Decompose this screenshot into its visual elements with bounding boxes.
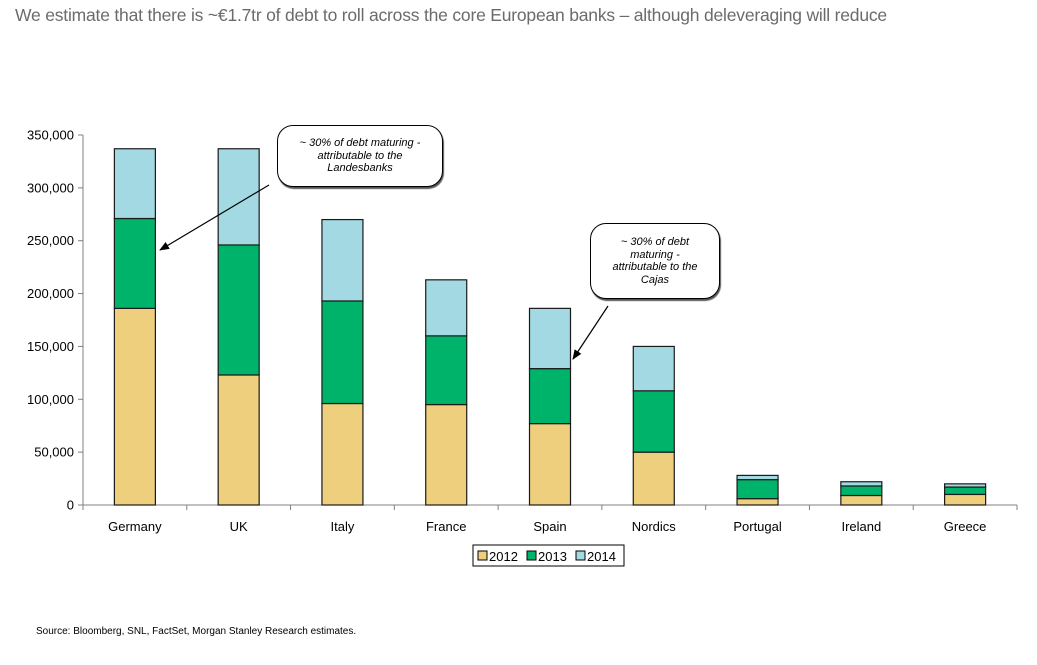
bar-stack-portugal <box>736 474 779 506</box>
bar-2013 <box>321 300 364 405</box>
bar-2013 <box>840 485 883 497</box>
annotation-line: attributable to the <box>612 261 698 273</box>
bar-stack-nordics <box>632 345 675 506</box>
annotation-line: Landesbanks <box>327 162 393 175</box>
x-tick-label: France <box>426 519 466 534</box>
arrow-cajas <box>572 305 609 360</box>
bar-2014 <box>944 483 987 488</box>
arrow-landesbanks <box>159 184 270 251</box>
bar-stack-germany <box>113 148 156 506</box>
bar-2013 <box>944 486 987 496</box>
x-tick-label: Germany <box>108 519 162 534</box>
annotation-cajas: ~ 30% of debt maturing - attributable to t… <box>590 223 720 299</box>
y-tick-label: 0 <box>67 498 74 513</box>
annotation-line: ~ 30% of debt maturing - <box>299 137 421 150</box>
bar-2014 <box>632 345 675 392</box>
bar-2012 <box>944 493 987 506</box>
bar-2014 <box>321 218 364 302</box>
bar-stack-france <box>425 279 468 506</box>
x-axis: Germany UK Italy France Spain Nordics Portugal… <box>82 504 1018 534</box>
y-tick-label: 150,000 <box>27 339 74 354</box>
legend-swatch-2012 <box>477 550 488 561</box>
bar-2012 <box>321 402 364 506</box>
bar-2014 <box>113 148 156 220</box>
x-tick-label: Nordics <box>632 519 677 534</box>
bar-stack-spain <box>528 307 572 506</box>
annotation-cajas-text: ~ 30% of debt maturing - attributable to t… <box>612 236 697 286</box>
bar-2012 <box>425 403 468 506</box>
annotation-line: maturing - <box>630 248 680 261</box>
y-tick-label: 250,000 <box>27 233 74 248</box>
bar-2014 <box>217 148 260 246</box>
annotation-arrows <box>159 184 609 360</box>
legend-swatch-2013 <box>526 550 537 561</box>
bar-2013 <box>113 217 156 309</box>
y-tick-label: 100,000 <box>27 392 74 407</box>
annotation-line: attributable to the <box>317 149 403 162</box>
bar-2012 <box>217 374 260 506</box>
x-tick-label: Ireland <box>841 519 881 534</box>
bar-2012 <box>632 451 675 506</box>
legend-label-2012: 2012 <box>489 549 518 564</box>
y-tick-label: 50,000 <box>34 445 74 460</box>
x-tick-label: Spain <box>533 519 566 534</box>
bar-2012 <box>840 494 883 506</box>
bar-stack-uk <box>217 148 260 506</box>
bar-2014 <box>736 474 779 481</box>
annotation-line: Cajas <box>640 273 670 286</box>
y-axis: 0 50,000 100,000 150,000 200,000 250,000 300,0… <box>27 128 84 513</box>
annotation-line: ~ 30% of debt <box>620 236 690 248</box>
bar-2013 <box>632 390 675 453</box>
y-tick-label: 200,000 <box>27 286 74 301</box>
bar-2013 <box>736 479 779 500</box>
page-title: We estimate that there is ~€1.7tr of deb… <box>15 5 887 25</box>
source-note: Source: Bloomberg, SNL, FactSet, Morgan … <box>36 626 357 637</box>
bar-2013 <box>425 335 468 406</box>
annotation-landesbanks-text: ~ 30% of debt maturing - attributable to … <box>300 137 421 175</box>
legend-label-2014: 2014 <box>587 549 616 564</box>
bar-2014 <box>840 481 883 487</box>
bar-stack-ireland <box>840 481 883 506</box>
x-tick-label: Italy <box>331 519 355 534</box>
bar-2012 <box>736 498 779 506</box>
bar-2014 <box>528 307 572 370</box>
legend-swatch-2014 <box>575 550 586 561</box>
x-tick-label: Greece <box>944 519 987 534</box>
annotation-landesbanks: ~ 30% of debt maturing - attributable to … <box>277 125 443 187</box>
x-tick-label: UK <box>230 519 248 534</box>
legend: 2012 2013 2014 <box>472 544 625 567</box>
legend-box <box>472 544 625 567</box>
x-tick-label: Portugal <box>733 519 782 534</box>
bar-2012 <box>528 423 572 506</box>
legend-label-2013: 2013 <box>538 549 567 564</box>
bars <box>113 148 987 506</box>
y-tick-label: 300,000 <box>27 180 74 195</box>
bar-stack-italy <box>321 218 364 506</box>
bar-2014 <box>425 279 468 337</box>
bar-2013 <box>528 368 572 425</box>
bar-stack-greece <box>944 483 987 506</box>
y-tick-label: 350,000 <box>27 128 74 143</box>
bar-2012 <box>113 307 156 506</box>
bar-2013 <box>217 244 260 376</box>
